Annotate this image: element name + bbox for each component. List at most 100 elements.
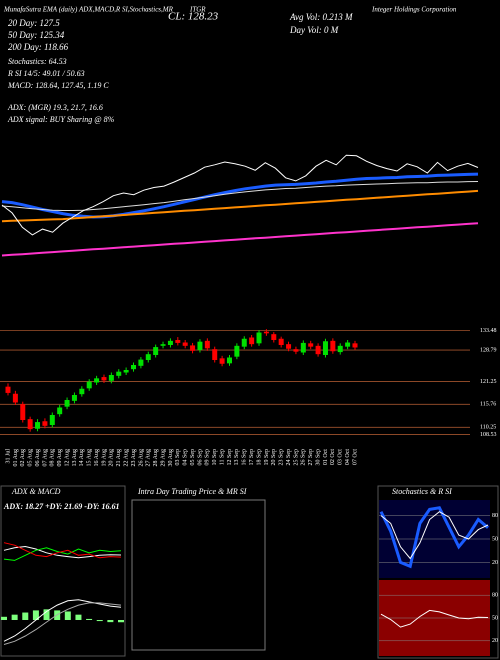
candle-body (308, 343, 314, 347)
x-tick-label: 23 Aug (131, 449, 137, 467)
candle-body (352, 343, 358, 348)
x-tick-label: 02 Oct (330, 449, 336, 465)
panel-title: ADX & MACD (11, 487, 61, 496)
y-tick-label: 20 (492, 560, 498, 566)
x-tick-label: 07 Oct (352, 449, 358, 465)
x-tick-label: 27 Sep (308, 449, 314, 466)
x-tick-label: 24 Sep (286, 449, 292, 466)
x-tick-label: 21 Aug (116, 449, 122, 467)
y-tick-label: 80 (492, 513, 498, 519)
candle-body (204, 340, 210, 349)
x-tick-label: 18 Sep (256, 449, 262, 466)
x-tick-label: 13 Aug (72, 449, 78, 467)
x-tick-label: 12 Sep (227, 449, 233, 466)
annotation: 50 Day: 125.34 (8, 30, 65, 40)
indicator-line (380, 609, 489, 628)
candle-body (330, 340, 336, 352)
x-tick-label: 17 Sep (249, 449, 255, 466)
candle-body (256, 332, 262, 344)
candle-body (345, 342, 351, 347)
x-tick-label: 13 Sep (234, 449, 240, 466)
candle-body (278, 338, 284, 345)
annotation: MACD: 128.64, 127.45, 1.19 C (7, 81, 109, 90)
x-tick-label: 05 Sep (190, 449, 196, 466)
x-tick-label: 28 Aug (153, 449, 159, 467)
y-tick-label: 110.25 (480, 425, 496, 431)
candle-body (322, 341, 328, 355)
x-tick-label: 01 Oct (323, 449, 329, 465)
x-tick-label: 20 Sep (271, 449, 277, 466)
x-tick-label: 29 Aug (160, 449, 166, 467)
x-tick-label: 08 Aug (50, 449, 56, 467)
y-tick-label: 115.76 (480, 402, 496, 408)
price-line (1, 154, 479, 236)
indicator-line (3, 542, 122, 559)
panel-frame (131, 499, 266, 651)
candle-body (138, 359, 144, 366)
candle-body (5, 386, 11, 393)
annotation: ADX: (MGR) 19.3, 21.7, 16.6 (7, 103, 103, 112)
candle-body (263, 331, 269, 334)
candle-body (79, 388, 85, 395)
x-tick-label: 22 Aug (124, 449, 130, 467)
y-tick-label: 50 (492, 615, 498, 621)
candle-body (337, 345, 343, 353)
annotation: Stochastics: 64.53 (8, 57, 67, 66)
candle-body (131, 365, 137, 370)
histogram-bar (118, 620, 124, 623)
candle-body (49, 415, 55, 425)
histogram-bar (11, 614, 18, 620)
y-tick-label: 50 (492, 536, 498, 542)
panel-title: Stochastics & R SI (392, 487, 452, 496)
x-tick-label: 09 Sep (205, 449, 211, 466)
candle-body (241, 338, 247, 347)
x-tick-label: 01 Aug (13, 449, 19, 467)
candle-body (101, 377, 107, 381)
panel-subtitle: ADX: 18.27 +DY: 21.69 -DY: 16.61 (3, 502, 120, 511)
x-tick-label: 26 Sep (301, 449, 307, 466)
y-tick-label: 108.53 (480, 432, 497, 438)
histogram-bar (86, 618, 93, 620)
x-tick-label: 23 Sep (279, 449, 285, 466)
annotation: ADX signal: BUY Sharing @ 8% (7, 115, 115, 124)
candle-body (315, 345, 321, 355)
x-tick-label: 07 Aug (42, 449, 48, 467)
candle-body (234, 345, 240, 357)
candle-body (175, 340, 181, 343)
x-tick-label: 06 Aug (35, 449, 41, 467)
candle-body (27, 419, 33, 430)
x-tick-label: 30 Sep (315, 449, 321, 466)
annotation: Avg Vol: 0.213 M (289, 12, 353, 22)
indicator-line (380, 511, 489, 560)
candle-body (286, 344, 292, 349)
x-tick-label: 30 Aug (168, 449, 174, 467)
candle-body (167, 340, 173, 345)
histogram-bar (107, 620, 114, 623)
candle-body (249, 337, 255, 345)
x-tick-label: 19 Sep (264, 449, 270, 466)
indicator-line (3, 545, 122, 559)
candle-body (94, 378, 100, 383)
annotation: R SI 14/5: 49.01 / 50.63 (7, 69, 85, 78)
y-tick-label: 128.79 (480, 347, 497, 353)
candle-body (300, 342, 306, 353)
x-tick-label: 19 Aug (101, 449, 107, 467)
candle-body (35, 422, 41, 429)
candle-body (293, 349, 299, 352)
x-tick-label: 15 Aug (87, 449, 93, 467)
panel-frame (377, 485, 499, 659)
histogram-bar (43, 609, 50, 620)
y-tick-label: 121.25 (480, 379, 497, 385)
x-tick-label: 03 Oct (338, 449, 344, 465)
x-tick-label: 09 Aug (57, 449, 63, 467)
moving-average-line (1, 181, 479, 211)
x-tick-label: 10 Sep (212, 449, 218, 466)
x-tick-label: 04 Oct (345, 449, 351, 465)
indicator-line (3, 599, 122, 642)
annotation: MunafaSutra EMA (daily) ADX,MACD,R SI,St… (3, 6, 174, 14)
x-tick-label: 27 Aug (146, 449, 152, 467)
candle-body (182, 342, 188, 346)
histogram-bar (32, 610, 39, 620)
x-tick-label: 31 Jul (5, 449, 11, 464)
